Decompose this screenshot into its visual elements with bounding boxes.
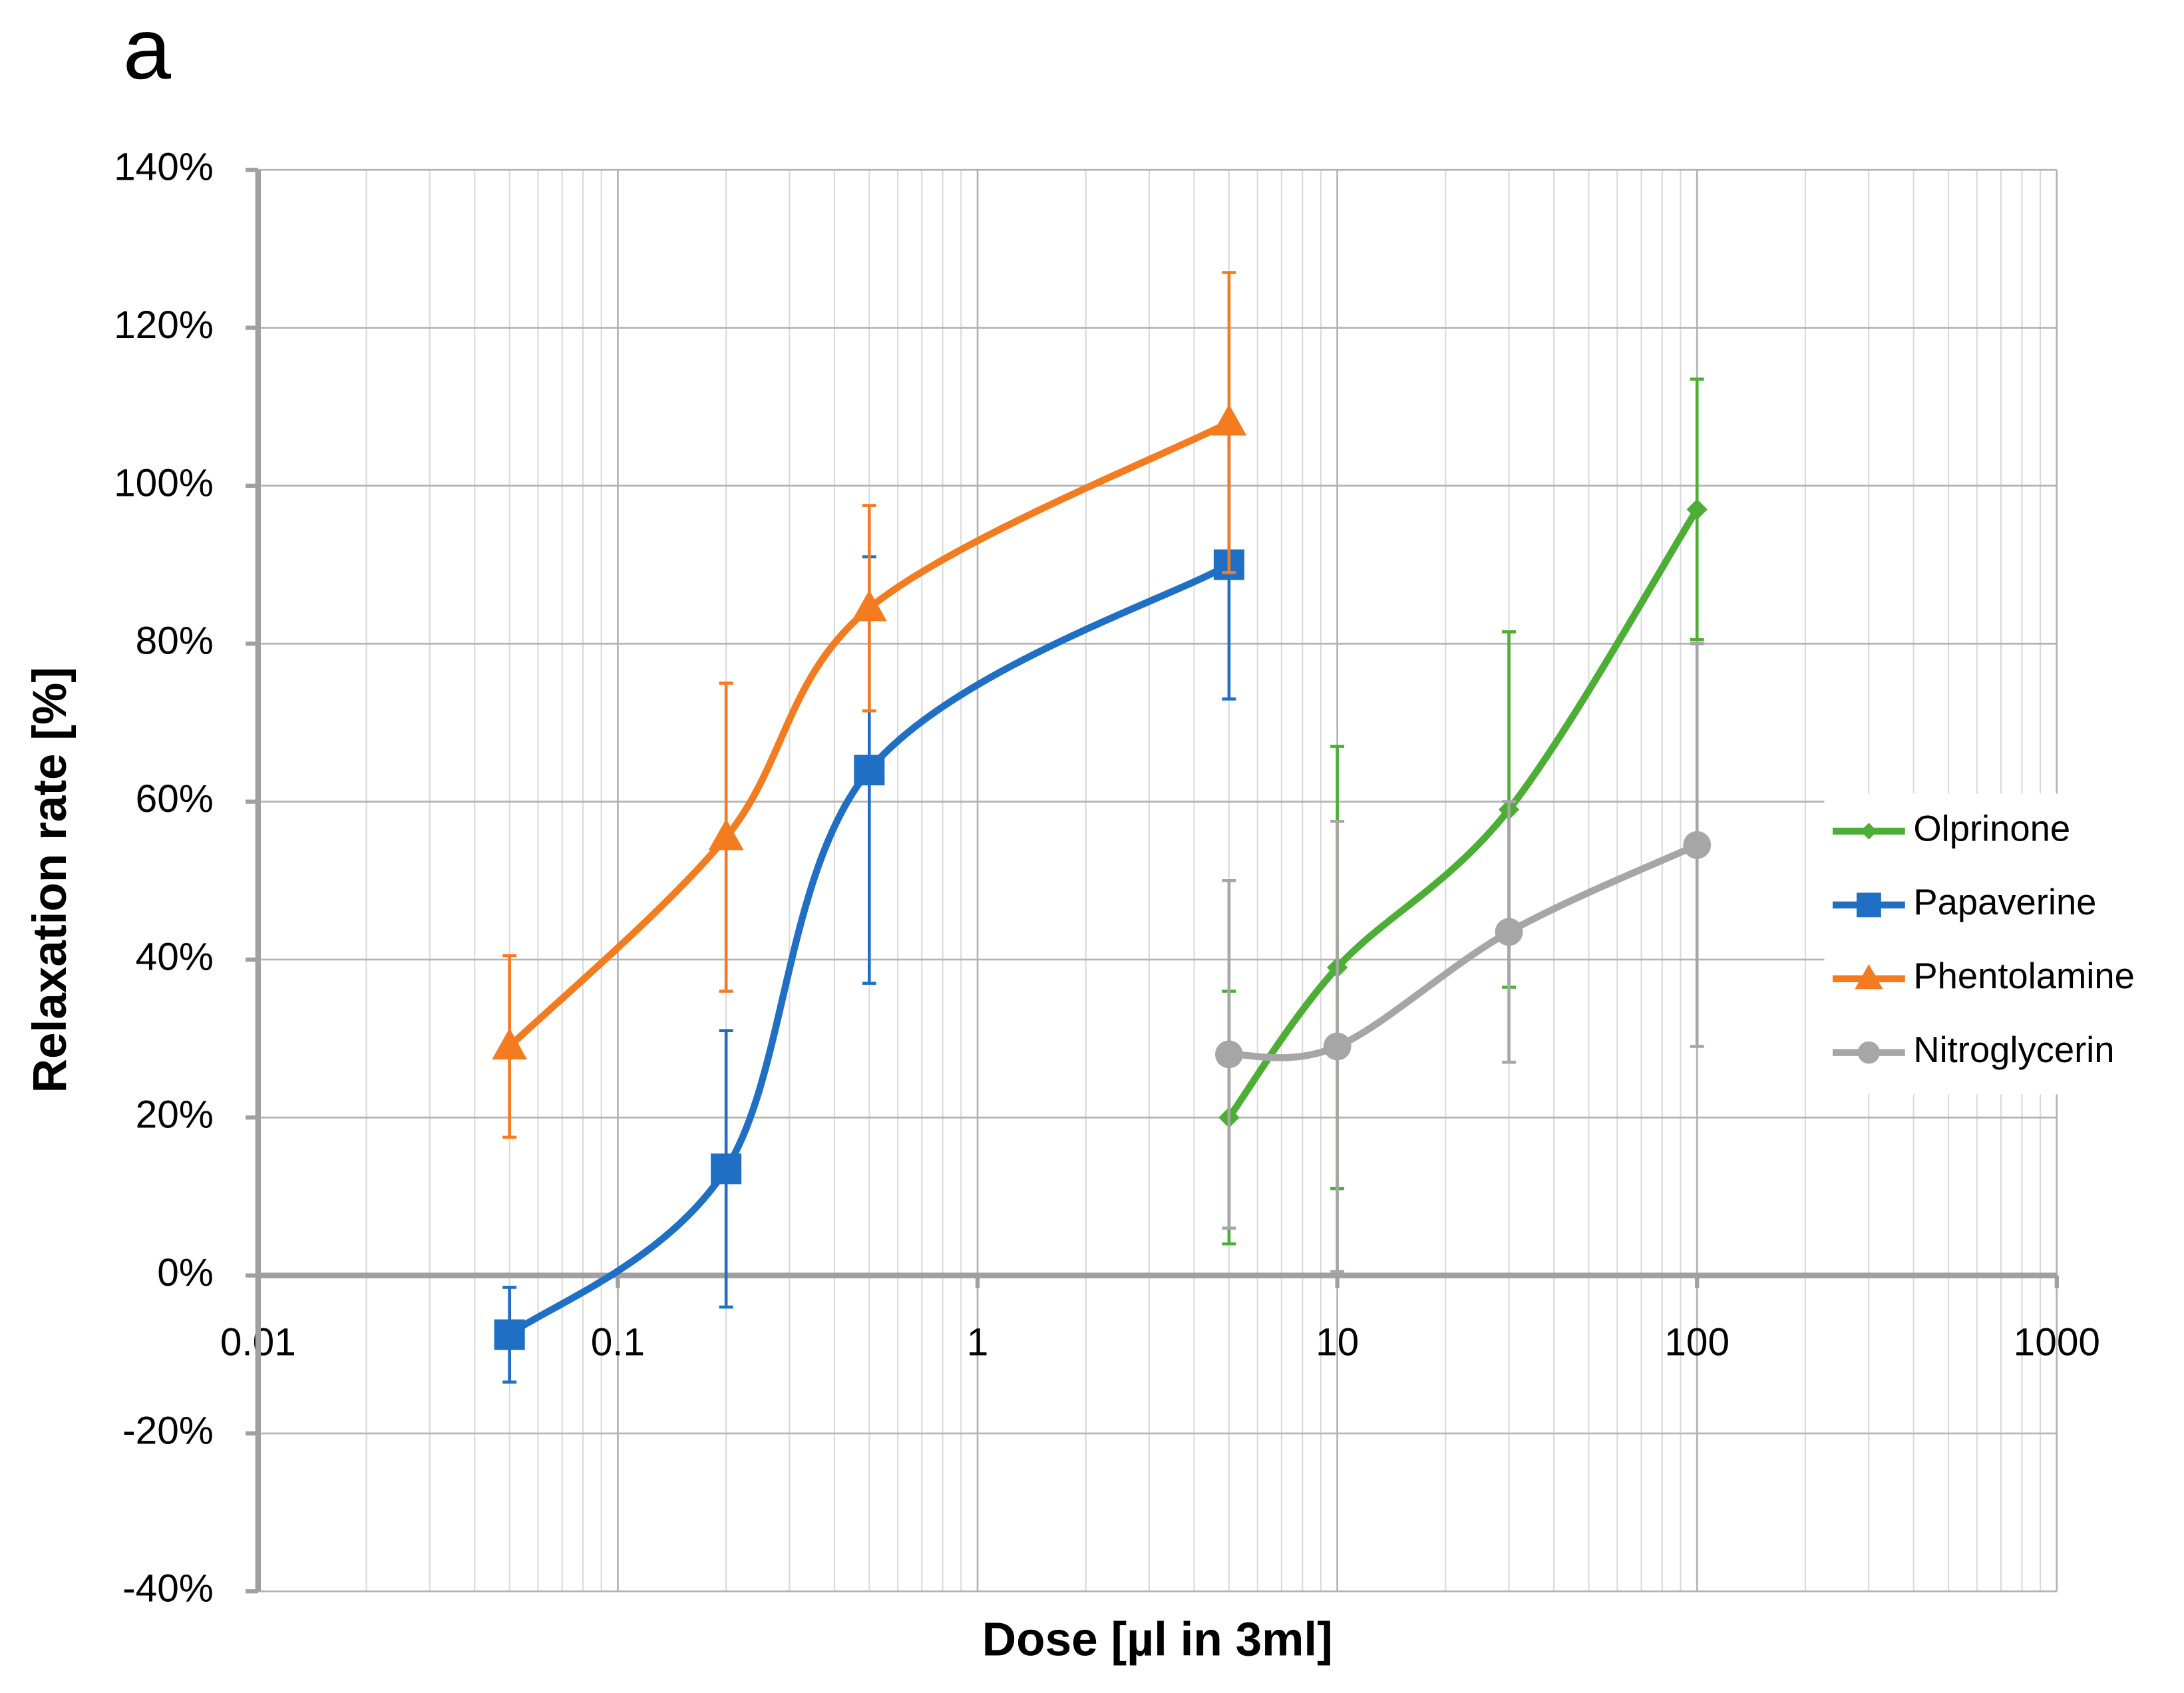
y-tick-label: 120% bbox=[114, 303, 214, 347]
y-tick-label: 60% bbox=[136, 777, 214, 821]
y-tick-label: -40% bbox=[122, 1567, 214, 1610]
y-tick-label: 100% bbox=[114, 461, 214, 504]
axes: -40%-20%0%20%40%60%80%100%120%140%0.010.… bbox=[114, 146, 2100, 1610]
y-tick-label: 140% bbox=[114, 146, 214, 189]
marker bbox=[492, 1028, 528, 1060]
marker bbox=[1495, 918, 1523, 946]
x-axis-title: Dose [µl in 3ml] bbox=[982, 1613, 1333, 1666]
series-line bbox=[1226, 507, 1700, 1120]
marker bbox=[1686, 498, 1708, 520]
marker bbox=[854, 755, 885, 786]
legend-label: Papaverine bbox=[1913, 882, 2096, 922]
legend-label: Olprinone bbox=[1913, 808, 2070, 848]
y-axis-title: Relaxation rate [%] bbox=[24, 667, 77, 1093]
series bbox=[492, 271, 1247, 1139]
marker bbox=[711, 1153, 742, 1185]
marker bbox=[494, 1319, 525, 1350]
legend-label: Phentolamine bbox=[1913, 956, 2135, 996]
x-tick-label: 1000 bbox=[2014, 1321, 2100, 1364]
x-tick-label: 0.1 bbox=[591, 1321, 645, 1364]
y-tick-label: 20% bbox=[136, 1093, 214, 1137]
marker bbox=[851, 590, 887, 622]
plot bbox=[492, 271, 1712, 1384]
series-line bbox=[507, 562, 1231, 1338]
y-tick-label: 0% bbox=[157, 1251, 214, 1294]
series bbox=[1218, 377, 1708, 1246]
series-line bbox=[1228, 842, 1699, 1061]
marker bbox=[708, 819, 744, 850]
grid bbox=[257, 168, 2058, 1593]
series bbox=[1214, 642, 1712, 1273]
marker bbox=[1683, 831, 1712, 859]
x-tick-label: 1 bbox=[967, 1321, 989, 1364]
marker bbox=[1855, 964, 1883, 990]
x-tick-label: 100 bbox=[1664, 1321, 1729, 1364]
legend: Olprinone Papaverine Phentolamine Nitroglyc… bbox=[1824, 793, 2175, 1095]
marker bbox=[1211, 404, 1247, 436]
y-tick-label: 80% bbox=[136, 620, 214, 663]
marker bbox=[1214, 1040, 1243, 1069]
legend-label: Nitroglycerin bbox=[1913, 1030, 2114, 1070]
marker bbox=[1857, 1041, 1881, 1064]
marker bbox=[1856, 892, 1881, 918]
x-tick-label: 10 bbox=[1316, 1321, 1359, 1364]
y-tick-label: 40% bbox=[136, 935, 214, 978]
legend-box bbox=[1824, 793, 2175, 1095]
y-tick-label: -20% bbox=[122, 1409, 214, 1452]
panel-label: a bbox=[123, 1, 172, 97]
marker bbox=[1323, 1032, 1352, 1061]
series-line bbox=[507, 419, 1231, 1049]
